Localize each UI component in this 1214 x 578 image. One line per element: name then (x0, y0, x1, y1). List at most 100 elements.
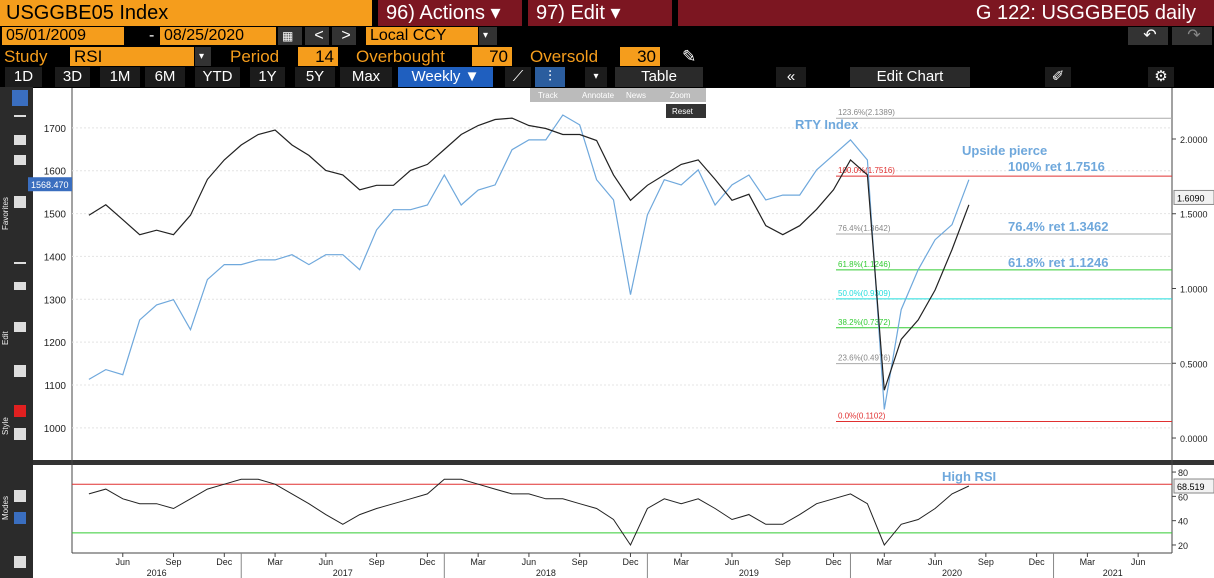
x-tick-label: Jun (1131, 557, 1146, 567)
y-tick-label: 1300 (44, 295, 67, 306)
y2-tick-label: 2.0000 (1180, 135, 1208, 145)
period-field[interactable]: 14 (298, 47, 338, 66)
icon[interactable] (14, 115, 26, 117)
study-label: Study (4, 47, 48, 66)
color-icon[interactable] (14, 405, 26, 417)
annotation: RTY Index (795, 117, 859, 132)
year-label: 2021 (1103, 568, 1123, 578)
annotation: High RSI (942, 469, 996, 484)
series-line (88, 117, 970, 391)
study-field[interactable]: RSI (70, 47, 194, 66)
x-tick-label: Mar (673, 557, 689, 567)
rsi-tick-label: 80 (1178, 468, 1188, 478)
year-label: 2018 (536, 568, 556, 578)
icon[interactable] (14, 512, 26, 524)
x-tick-label: Dec (1029, 557, 1046, 567)
undo-button[interactable]: ↶ (1128, 27, 1168, 45)
icon[interactable] (14, 322, 26, 332)
x-tick-label: Sep (978, 557, 994, 567)
edit-chart-button[interactable]: Edit Chart (850, 67, 970, 87)
chart-tools-bar (530, 88, 706, 102)
oversold-label: Oversold (530, 47, 599, 66)
icon[interactable] (14, 365, 26, 377)
chart-dropdown[interactable]: ▾ (585, 67, 607, 87)
prev-button[interactable]: < (305, 27, 329, 45)
x-tick-label: Jun (725, 557, 740, 567)
x-tick-label: Dec (826, 557, 843, 567)
style-label: Style (1, 417, 10, 435)
currency-dropdown[interactable]: ▾ (479, 27, 497, 45)
icon[interactable] (14, 262, 26, 264)
calendar-button[interactable]: ▦ (278, 27, 302, 45)
table-button[interactable]: Table (615, 67, 703, 87)
cursor-tool[interactable] (12, 90, 28, 106)
icon[interactable] (14, 282, 26, 290)
overbought-field[interactable]: 70 (472, 47, 512, 66)
range-button[interactable]: 3D (55, 67, 90, 87)
currency-field[interactable]: Local CCY (366, 27, 478, 45)
fib-label: 123.6%(2.1389) (838, 108, 895, 117)
icon[interactable] (14, 135, 26, 145)
study-dropdown[interactable]: ▾ (195, 47, 211, 66)
x-tick-label: Sep (166, 557, 182, 567)
last-value-label: 1.6090 (1177, 193, 1205, 203)
y-tick-label: 1600 (44, 167, 67, 178)
reset-button[interactable] (666, 104, 706, 118)
window-title: G 122: USGGBE05 daily (678, 0, 1214, 26)
fib-label: 38.2%(0.7372) (838, 318, 891, 327)
y-tick-label: 1200 (44, 338, 67, 349)
range-button[interactable]: 1Y (250, 67, 285, 87)
bar-icon[interactable]: ⫶ (535, 67, 565, 87)
range-button[interactable]: 1D (5, 67, 42, 87)
chart-tool: News (626, 91, 646, 100)
rsi-line (88, 478, 970, 547)
oversold-field[interactable]: 30 (620, 47, 660, 66)
range-button[interactable]: 1M (100, 67, 140, 87)
range-button[interactable]: 5Y (295, 67, 335, 87)
icon[interactable] (14, 556, 26, 568)
date-separator: - (149, 27, 155, 44)
year-label: 2020 (942, 568, 962, 578)
annotate-icon[interactable]: ✐ (1045, 67, 1071, 87)
settings-icon[interactable]: ⚙ (1148, 67, 1174, 87)
x-tick-label: Mar (470, 557, 486, 567)
frequency-button[interactable]: Weekly ▼ (398, 67, 493, 87)
annotation: 61.8% ret 1.1246 (1008, 255, 1108, 270)
range-button[interactable]: YTD (195, 67, 240, 87)
security-field[interactable]: USGGBE05 Index (0, 0, 372, 26)
actions-menu[interactable]: 96) Actions ▾ (378, 0, 522, 26)
icon[interactable] (14, 196, 26, 208)
actions-label: 96) Actions (386, 2, 485, 24)
last-value-label: 1568.470 (31, 180, 69, 190)
x-tick-label: Jun (319, 557, 334, 567)
chart-tool: Zoom (670, 91, 691, 100)
y-tick-label: 1100 (44, 381, 66, 392)
x-tick-label: Dec (216, 557, 233, 567)
last-value-box (28, 177, 72, 192)
redo-button[interactable]: ↷ (1172, 27, 1212, 45)
y2-tick-label: 1.5000 (1180, 210, 1208, 220)
edit-menu[interactable]: 97) Edit ▾ (528, 0, 672, 26)
chart-tool: Track (538, 91, 559, 100)
y2-tick-label: 0.5000 (1180, 359, 1208, 369)
fib-label: 23.6%(0.4976) (838, 354, 891, 363)
start-date[interactable]: 05/01/2009 (2, 27, 124, 45)
last-value-label: 68.519 (1177, 482, 1205, 492)
panel-divider (33, 460, 1214, 465)
x-tick-label: Sep (369, 557, 385, 567)
annotation: 100% ret 1.7516 (1008, 159, 1105, 174)
x-tick-label: Sep (572, 557, 588, 567)
annotation: 76.4% ret 1.3462 (1008, 219, 1108, 234)
next-button[interactable]: > (332, 27, 356, 45)
plot-background (33, 88, 1214, 578)
icon[interactable] (14, 428, 26, 440)
icon[interactable] (14, 490, 26, 502)
collapse-button[interactable]: « (776, 67, 806, 87)
range-button[interactable]: Max (340, 67, 392, 87)
line-icon[interactable]: ⟋ (505, 67, 531, 87)
fib-label: 0.0%(0.1102) (838, 412, 886, 421)
range-button[interactable]: 6M (145, 67, 185, 87)
end-date[interactable]: 08/25/2020 (160, 27, 276, 45)
pencil-icon[interactable]: ✎ (682, 47, 697, 66)
icon[interactable] (14, 155, 26, 165)
